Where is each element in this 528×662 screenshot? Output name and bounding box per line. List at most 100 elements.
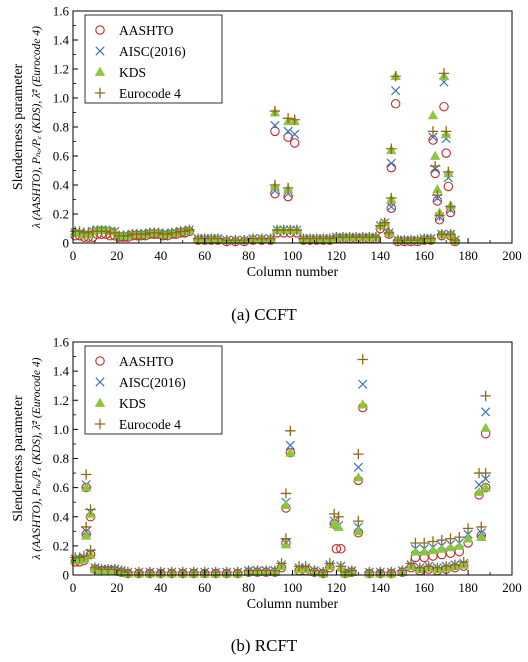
data-point bbox=[427, 536, 439, 547]
x-tick-label: 120 bbox=[327, 580, 347, 595]
x-tick-label: 60 bbox=[198, 248, 211, 263]
data-point bbox=[100, 226, 112, 237]
y-tick-label: 1.0 bbox=[53, 91, 69, 106]
data-point bbox=[280, 499, 292, 509]
x-tick-label: 60 bbox=[198, 580, 211, 595]
legend-marker bbox=[95, 356, 105, 366]
data-point bbox=[476, 531, 487, 542]
data-point bbox=[353, 448, 364, 460]
y-tick-label: 0.8 bbox=[53, 120, 69, 135]
legend-marker bbox=[94, 66, 106, 76]
data-point bbox=[116, 565, 127, 576]
data-point bbox=[458, 556, 469, 568]
y-tick-label: 0.2 bbox=[53, 207, 69, 222]
data-point bbox=[83, 227, 94, 239]
data-point bbox=[429, 150, 441, 160]
legend-box bbox=[84, 345, 223, 435]
data-point bbox=[346, 565, 357, 576]
data-point bbox=[454, 531, 465, 543]
data-point bbox=[282, 182, 294, 194]
data-point bbox=[335, 561, 346, 572]
legend-label: KDS bbox=[119, 65, 146, 80]
series-a-3 bbox=[69, 68, 461, 246]
x-tick-label: 0 bbox=[70, 580, 77, 595]
data-point bbox=[74, 226, 85, 237]
data-point bbox=[247, 233, 259, 244]
data-point bbox=[432, 184, 443, 194]
data-point bbox=[140, 229, 151, 240]
x-tick-label: 140 bbox=[371, 580, 391, 595]
data-point bbox=[300, 561, 311, 572]
legend-marker bbox=[95, 25, 105, 35]
data-point bbox=[122, 230, 134, 241]
legend-marker bbox=[95, 46, 105, 56]
data-point bbox=[443, 166, 454, 178]
data-point bbox=[386, 143, 397, 154]
data-point bbox=[386, 162, 397, 173]
data-point bbox=[476, 521, 487, 533]
y-tick-label: 0 bbox=[63, 236, 70, 251]
data-point bbox=[462, 523, 474, 534]
data-point bbox=[324, 233, 336, 244]
data-point bbox=[390, 99, 401, 109]
data-point bbox=[364, 566, 375, 578]
x-tick-label: 200 bbox=[502, 248, 522, 263]
data-point bbox=[239, 234, 250, 246]
data-point bbox=[480, 422, 491, 432]
data-point bbox=[188, 566, 199, 578]
data-point bbox=[391, 86, 401, 96]
data-point bbox=[427, 110, 439, 120]
data-point bbox=[269, 179, 281, 191]
x-tick-label: 20 bbox=[110, 580, 123, 595]
data-point bbox=[370, 232, 382, 243]
data-point bbox=[445, 201, 456, 212]
data-point bbox=[432, 189, 443, 201]
data-point bbox=[419, 546, 430, 556]
x-tick-label: 20 bbox=[110, 248, 123, 263]
x-tick-label: 100 bbox=[283, 248, 303, 263]
data-point bbox=[462, 533, 474, 543]
data-point bbox=[414, 562, 426, 573]
x-axis-label: Column number bbox=[247, 597, 339, 612]
x-tick-label: 140 bbox=[371, 248, 391, 263]
data-point bbox=[480, 467, 491, 479]
data-point bbox=[336, 544, 346, 554]
y-tick-label: 0.2 bbox=[53, 538, 69, 553]
data-point bbox=[432, 562, 443, 573]
data-point bbox=[481, 407, 491, 417]
x-tick-label: 180 bbox=[458, 248, 478, 263]
legend-marker bbox=[95, 377, 105, 387]
data-point bbox=[162, 229, 173, 240]
x-tick-label: 0 bbox=[70, 248, 77, 263]
legend-marker bbox=[94, 397, 106, 407]
data-point bbox=[449, 559, 461, 571]
data-point bbox=[443, 181, 454, 192]
data-point bbox=[454, 540, 465, 550]
legend-marker bbox=[94, 87, 106, 99]
legend-label: KDS bbox=[119, 396, 146, 411]
x-tick-label: 40 bbox=[154, 248, 167, 263]
data-point bbox=[481, 474, 491, 484]
data-point bbox=[333, 511, 344, 522]
series-b-3 bbox=[69, 354, 491, 578]
y-tick-label: 1.4 bbox=[53, 33, 70, 48]
data-point bbox=[166, 566, 177, 578]
caption-a: (a) CCFT bbox=[231, 305, 297, 324]
data-point bbox=[179, 226, 191, 237]
data-point bbox=[412, 234, 423, 246]
data-point bbox=[290, 129, 300, 139]
x-tick-label: 80 bbox=[242, 580, 255, 595]
data-point bbox=[434, 210, 445, 221]
data-point bbox=[280, 488, 292, 499]
data-point bbox=[331, 544, 342, 554]
y-axis-label: Slenderness parameter bbox=[11, 395, 26, 522]
data-point bbox=[445, 542, 456, 552]
y-axis-label: Slenderness parameter bbox=[11, 63, 26, 190]
legend-label: AASHTO bbox=[119, 23, 174, 38]
data-point bbox=[289, 114, 300, 125]
x-tick-label: 180 bbox=[458, 580, 478, 595]
y-tick-label: 0 bbox=[63, 568, 70, 583]
data-point bbox=[357, 354, 368, 365]
data-point bbox=[383, 227, 395, 239]
data-point bbox=[386, 202, 396, 212]
